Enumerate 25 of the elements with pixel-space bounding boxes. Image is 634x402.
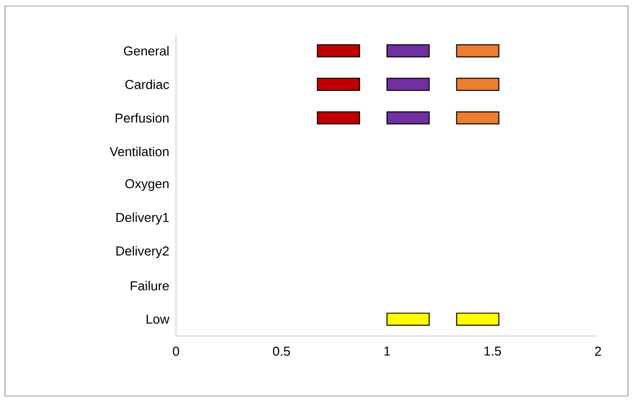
y-tick-label: Delivery2	[116, 246, 169, 258]
y-tick-label: Failure	[130, 280, 169, 290]
y-tick-label: Delivery1	[116, 212, 169, 225]
bar	[456, 312, 500, 326]
x-tick-label: 1	[384, 346, 390, 356]
x-tick-label: 0	[172, 346, 180, 356]
bar	[456, 44, 500, 58]
bar	[456, 111, 500, 124]
y-tick-label: Perfusion	[116, 113, 169, 123]
y-tick-label: Oxygen	[125, 179, 169, 191]
y-tick-label: General	[124, 46, 168, 56]
bar	[386, 78, 430, 91]
bar	[316, 111, 360, 124]
y-tick-label: Low	[146, 314, 170, 324]
y-tick-label: Ventilation	[110, 146, 169, 156]
bar	[386, 111, 430, 124]
bar	[316, 44, 360, 58]
bar	[456, 78, 500, 91]
x-tick-label: 1.5	[484, 346, 501, 356]
bar	[316, 78, 360, 91]
y-tick-label: Cardiac	[125, 80, 170, 90]
x-tick-label: 2	[595, 346, 601, 356]
x-tick-label: 0.5	[273, 346, 290, 356]
bar	[386, 312, 430, 326]
bar	[386, 44, 430, 58]
